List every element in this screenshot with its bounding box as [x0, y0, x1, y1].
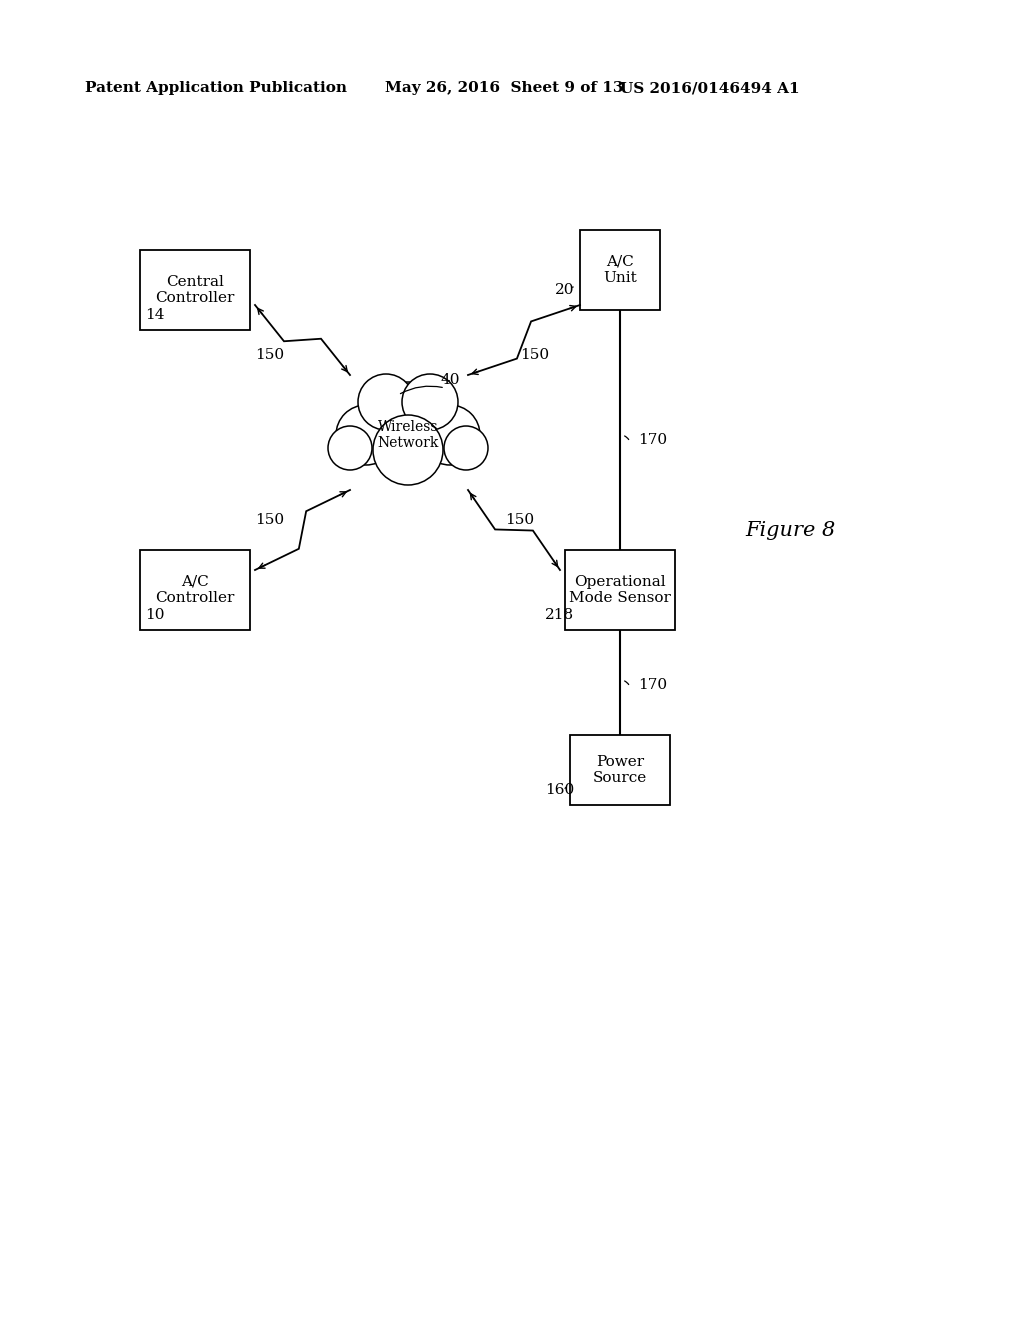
Text: Figure 8: Figure 8 [744, 520, 836, 540]
Text: 160: 160 [546, 783, 574, 797]
Circle shape [370, 381, 446, 458]
Text: 150: 150 [255, 513, 285, 527]
Text: 150: 150 [520, 348, 550, 362]
Text: Central
Controller: Central Controller [156, 275, 234, 305]
Text: 150: 150 [255, 348, 285, 362]
Text: A/C
Controller: A/C Controller [156, 576, 234, 605]
Circle shape [358, 374, 414, 430]
FancyBboxPatch shape [570, 735, 670, 805]
Circle shape [402, 374, 458, 430]
Circle shape [336, 405, 396, 465]
Circle shape [420, 405, 480, 465]
Text: May 26, 2016  Sheet 9 of 13: May 26, 2016 Sheet 9 of 13 [385, 81, 624, 95]
FancyBboxPatch shape [140, 550, 250, 630]
Text: Power
Source: Power Source [593, 755, 647, 785]
Circle shape [373, 414, 443, 484]
Circle shape [328, 426, 372, 470]
Text: Operational
Mode Sensor: Operational Mode Sensor [569, 576, 671, 605]
FancyBboxPatch shape [140, 249, 250, 330]
Text: 150: 150 [506, 513, 535, 527]
Text: 40: 40 [440, 374, 460, 387]
FancyBboxPatch shape [580, 230, 660, 310]
Text: 170: 170 [638, 433, 667, 447]
Text: 10: 10 [145, 609, 165, 622]
Text: 14: 14 [145, 308, 165, 322]
Text: Patent Application Publication: Patent Application Publication [85, 81, 347, 95]
FancyBboxPatch shape [565, 550, 675, 630]
Text: 170: 170 [638, 678, 667, 692]
Circle shape [444, 426, 488, 470]
Text: A/C
Unit: A/C Unit [603, 255, 637, 285]
Text: Wireless
Network: Wireless Network [377, 420, 438, 450]
Text: 218: 218 [546, 609, 574, 622]
Text: US 2016/0146494 A1: US 2016/0146494 A1 [620, 81, 800, 95]
Text: 20: 20 [555, 282, 574, 297]
